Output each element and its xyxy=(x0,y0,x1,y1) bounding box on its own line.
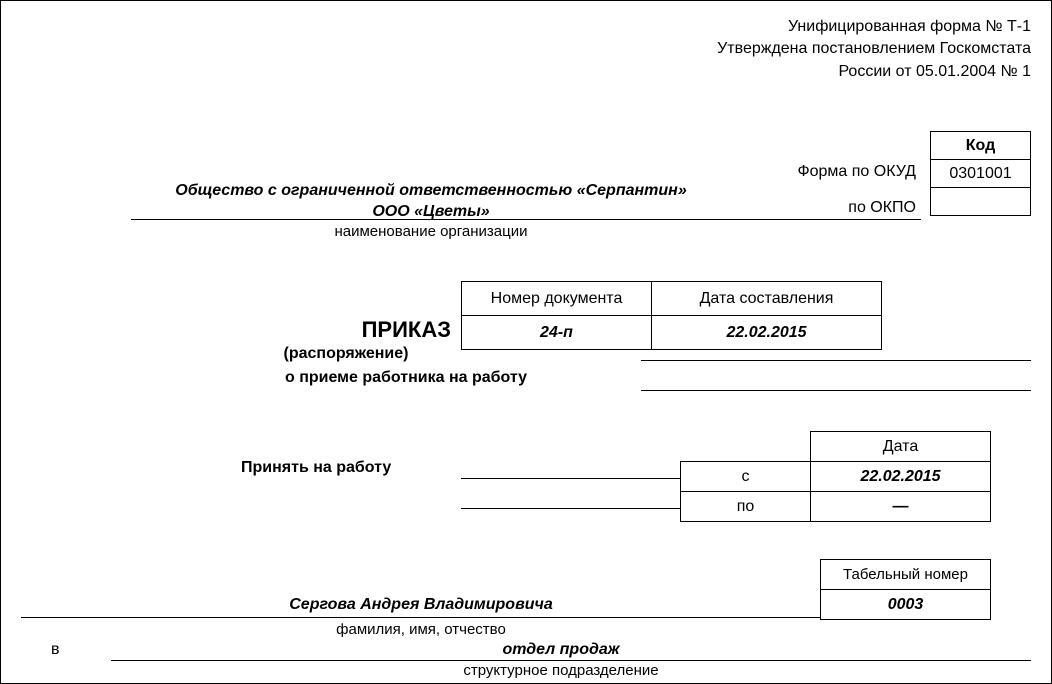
org-caption: наименование организации xyxy=(131,223,731,240)
tab-number-header: Табельный номер xyxy=(821,560,991,590)
blank-line-2 xyxy=(641,390,1031,391)
okpo-value xyxy=(931,188,1031,216)
okud-label: Форма по ОКУД xyxy=(797,163,916,181)
tab-number-value: 0003 xyxy=(821,590,991,620)
accept-mid-line-2 xyxy=(461,508,681,509)
doc-num-header: Номер документа xyxy=(462,282,652,316)
doc-date-header: Дата составления xyxy=(652,282,882,316)
prikaz-sub2: о приеме работника на работу xyxy=(241,369,571,387)
form-header-line3: России от 05.01.2004 № 1 xyxy=(21,61,1031,83)
doc-date-value: 22.02.2015 xyxy=(652,316,882,350)
doc-number-table: Номер документа Дата составления 24-п 22… xyxy=(461,281,882,350)
accept-date-header: Дата xyxy=(811,432,991,462)
organization-name: Общество с ограниченной ответственностью… xyxy=(131,181,731,223)
fio-underline xyxy=(21,617,821,618)
okud-value: 0301001 xyxy=(931,160,1031,188)
prikaz-title: ПРИКАЗ xyxy=(241,317,451,343)
org-line1: Общество с ограниченной ответственностью… xyxy=(131,181,731,202)
code-header: Код xyxy=(931,132,1031,160)
tab-number-block: Табельный номер 0003 xyxy=(820,559,991,620)
code-block: Код 0301001 xyxy=(930,131,1031,216)
accept-to-label: по xyxy=(681,492,811,522)
department-value: отдел продаж xyxy=(111,641,1011,659)
accept-from-label: с xyxy=(681,462,811,492)
fio-value: Сергова Андрея Владимировича xyxy=(21,596,821,614)
accept-date-table: Дата с 22.02.2015 по — xyxy=(680,431,991,522)
department-caption: структурное подразделение xyxy=(111,662,1011,679)
v-label: в xyxy=(51,641,60,659)
doc-num-value: 24-п xyxy=(462,316,652,350)
accept-date-block: Дата с 22.02.2015 по — xyxy=(680,431,991,522)
okpo-label: по ОКПО xyxy=(848,199,916,217)
org-underline xyxy=(131,219,921,220)
fio-caption: фамилия, имя, отчество xyxy=(21,621,821,638)
accept-from-value: 22.02.2015 xyxy=(811,462,991,492)
form-header: Унифицированная форма № Т-1 Утверждена п… xyxy=(21,16,1031,83)
document-page: Унифицированная форма № Т-1 Утверждена п… xyxy=(0,0,1052,684)
blank-line-1 xyxy=(641,360,1031,361)
accept-label: Принять на работу xyxy=(241,459,391,477)
form-header-line2: Утверждена постановлением Госкомстата xyxy=(21,38,1031,60)
accept-mid-line-1 xyxy=(461,478,681,479)
code-table: Код 0301001 xyxy=(930,131,1031,216)
tab-number-table: Табельный номер 0003 xyxy=(820,559,991,620)
department-underline xyxy=(111,660,1031,661)
prikaz-block: ПРИКАЗ (распоряжение) xyxy=(241,317,451,363)
doc-number-block: Номер документа Дата составления 24-п 22… xyxy=(461,281,882,350)
prikaz-sub1: (распоряжение) xyxy=(241,345,451,363)
form-header-line1: Унифицированная форма № Т-1 xyxy=(21,16,1031,38)
accept-to-value: — xyxy=(811,492,991,522)
